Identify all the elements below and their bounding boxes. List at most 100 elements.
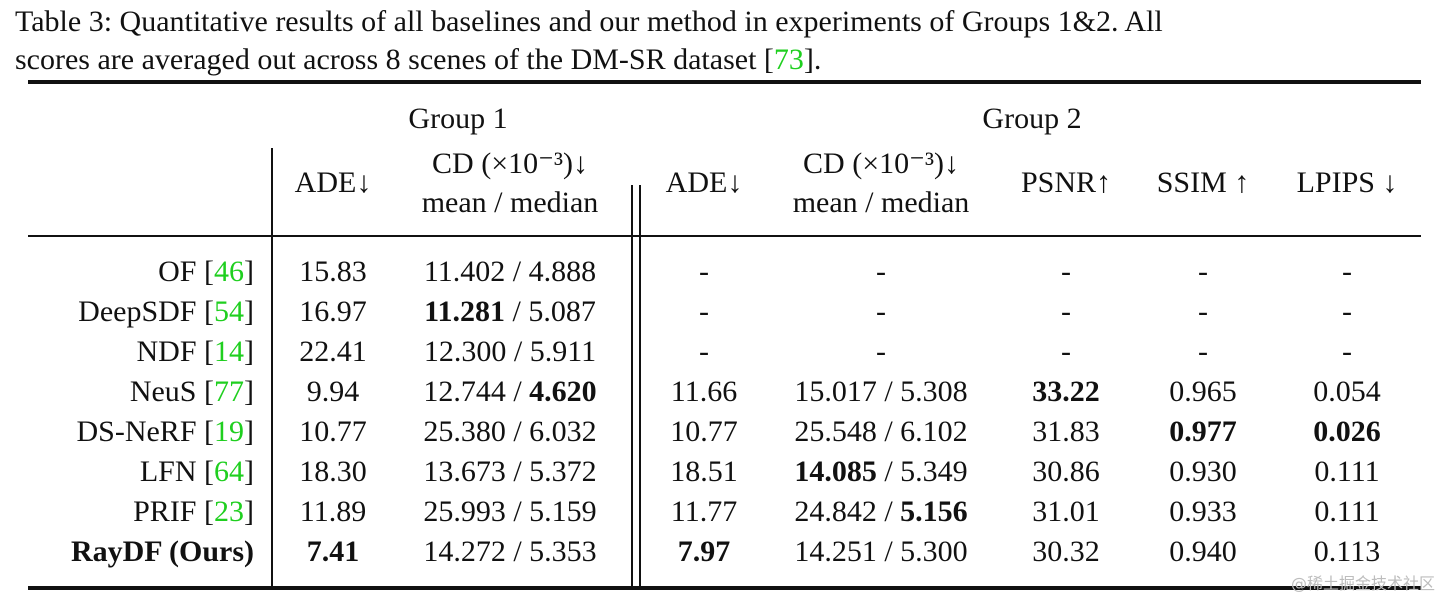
method-name: PRIF [23] — [133, 494, 254, 530]
g1-cd-cell: 13.673 / 5.372 — [423, 454, 596, 490]
ssim-value: - — [1198, 335, 1208, 368]
cd-separator: / — [876, 535, 901, 568]
citation-link[interactable]: 14 — [214, 335, 244, 368]
g1-cd-mean: 14.272 — [423, 535, 506, 568]
table-header-rule — [28, 235, 1421, 237]
g1-cd-cell: 14.272 / 5.353 — [423, 534, 596, 570]
g2-cd-median: 6.102 — [900, 415, 968, 448]
lpips-value: - — [1342, 335, 1352, 368]
g2-cd-median: 5.300 — [900, 535, 968, 568]
cite-open: [ — [196, 295, 214, 328]
cd-separator: / — [876, 375, 901, 408]
g2-cd-cell: 25.548 / 6.102 — [794, 414, 967, 450]
g2-ade-value: 10.77 — [670, 415, 738, 448]
method-label: LFN — [139, 455, 197, 488]
g2-ade-value: - — [699, 255, 709, 288]
psnr-cell: 33.22 — [1032, 374, 1100, 410]
cite-close: ] — [244, 455, 254, 488]
g1-ade-value: 16.97 — [299, 295, 367, 328]
g1-ade-cell: 22.41 — [299, 334, 367, 370]
g1-cd-mean: 12.744 — [423, 375, 506, 408]
g1-cd-mean: 11.281 — [424, 295, 506, 328]
citation-link[interactable]: 54 — [214, 295, 244, 328]
method-name: LFN [64] — [140, 454, 254, 490]
lpips-value: - — [1342, 295, 1352, 328]
g2-cd-cell: 15.017 / 5.308 — [794, 374, 967, 410]
cite-close: ] — [244, 295, 254, 328]
g1-cd-cell: 12.744 / 4.620 — [423, 374, 596, 410]
lpips-value: - — [1342, 255, 1352, 288]
method-label: DeepSDF — [78, 295, 197, 328]
g1-ade-cell: 7.41 — [307, 534, 360, 570]
g1-cd-median: 5.087 — [528, 295, 596, 328]
citation-link[interactable]: 64 — [214, 455, 244, 488]
lpips-cell: 0.026 — [1313, 414, 1381, 450]
g1-ade-value: 7.41 — [306, 535, 360, 568]
psnr-cell: 30.86 — [1032, 454, 1100, 490]
ssim-header: SSIM ↑ — [1156, 166, 1250, 199]
psnr-value: 31.01 — [1032, 495, 1100, 528]
lpips-cell: - — [1342, 334, 1352, 370]
citation-link[interactable]: 19 — [214, 415, 244, 448]
g2-cd-cell: - — [876, 294, 886, 330]
lpips-cell: 0.054 — [1313, 374, 1381, 410]
g2-ade-cell: 18.51 — [670, 454, 738, 490]
g2-cd-mean: 15.017 — [794, 375, 877, 408]
g1-ade-header: ADE↓ — [294, 166, 372, 199]
g1-ade-cell: 16.97 — [299, 294, 367, 330]
g2-cd-mean: 14.251 — [794, 535, 877, 568]
g2-ade-value: - — [699, 295, 709, 328]
citation-link[interactable]: 77 — [214, 375, 244, 408]
cite-open: [ — [196, 455, 214, 488]
g2-cd-cell: - — [876, 334, 886, 370]
cite-open: [ — [196, 255, 214, 288]
g1-ade-value: 10.77 — [299, 415, 367, 448]
caption-line-2-text: scores are averaged out across 8 scenes … — [15, 43, 774, 76]
g1-cd-median: 5.159 — [529, 495, 597, 528]
table-bottom-rule — [28, 586, 1421, 590]
g1-ade-cell: 9.94 — [307, 374, 360, 410]
g2-ade-header: ADE↓ — [665, 166, 743, 199]
psnr-cell: 31.01 — [1032, 494, 1100, 530]
g2-ade-cell: 11.77 — [671, 494, 737, 530]
g2-cd-mean: 14.085 — [794, 455, 877, 488]
psnr-cell: 30.32 — [1032, 534, 1100, 570]
ssim-cell: 0.933 — [1169, 494, 1237, 530]
ssim-cell: 0.965 — [1169, 374, 1237, 410]
g1-cd-median: 5.911 — [529, 335, 597, 368]
g2-cd-median: 5.308 — [900, 375, 968, 408]
g2-cd-median: 5.349 — [900, 455, 968, 488]
g2-cd-mean: 24.842 — [794, 495, 877, 528]
cite-open: [ — [196, 375, 214, 408]
g1-cd-median: 5.353 — [529, 535, 597, 568]
psnr-header: PSNR↑ — [1020, 166, 1112, 199]
group2-header: Group 2 — [982, 102, 1082, 135]
g1-cd-subheader: mean / median — [421, 186, 599, 219]
psnr-value: 30.86 — [1032, 455, 1100, 488]
g2-cd-header: CD (×10⁻³)↓ — [803, 147, 959, 180]
citation-link[interactable]: 23 — [214, 495, 244, 528]
method-label: RayDF (Ours) — [70, 535, 254, 568]
citation-link[interactable]: 73 — [773, 43, 804, 76]
g2-cd-cell: 14.085 / 5.349 — [794, 454, 967, 490]
lpips-cell: 0.111 — [1314, 494, 1379, 530]
method-name: RayDF (Ours) — [71, 534, 254, 570]
group-divider-left — [631, 185, 633, 586]
g1-ade-value: 11.89 — [299, 495, 367, 528]
psnr-cell: - — [1061, 254, 1071, 290]
citation-link[interactable]: 46 — [214, 255, 244, 288]
g2-ade-cell: 10.77 — [670, 414, 738, 450]
lpips-cell: - — [1342, 294, 1352, 330]
g1-ade-value: 22.41 — [299, 335, 367, 368]
psnr-value: 31.83 — [1032, 415, 1100, 448]
psnr-cell: - — [1061, 334, 1071, 370]
psnr-cell: - — [1061, 294, 1071, 330]
g2-ade-cell: 11.66 — [671, 374, 737, 410]
g1-cd-cell: 25.993 / 5.159 — [423, 494, 596, 530]
method-name: NeuS [77] — [130, 374, 254, 410]
method-name: OF [46] — [158, 254, 254, 290]
ssim-value: 0.940 — [1169, 535, 1237, 568]
cite-close: ] — [244, 255, 254, 288]
g2-ade-value: - — [699, 335, 709, 368]
table-caption: Table 3: Quantitative results of all bas… — [15, 3, 1430, 79]
